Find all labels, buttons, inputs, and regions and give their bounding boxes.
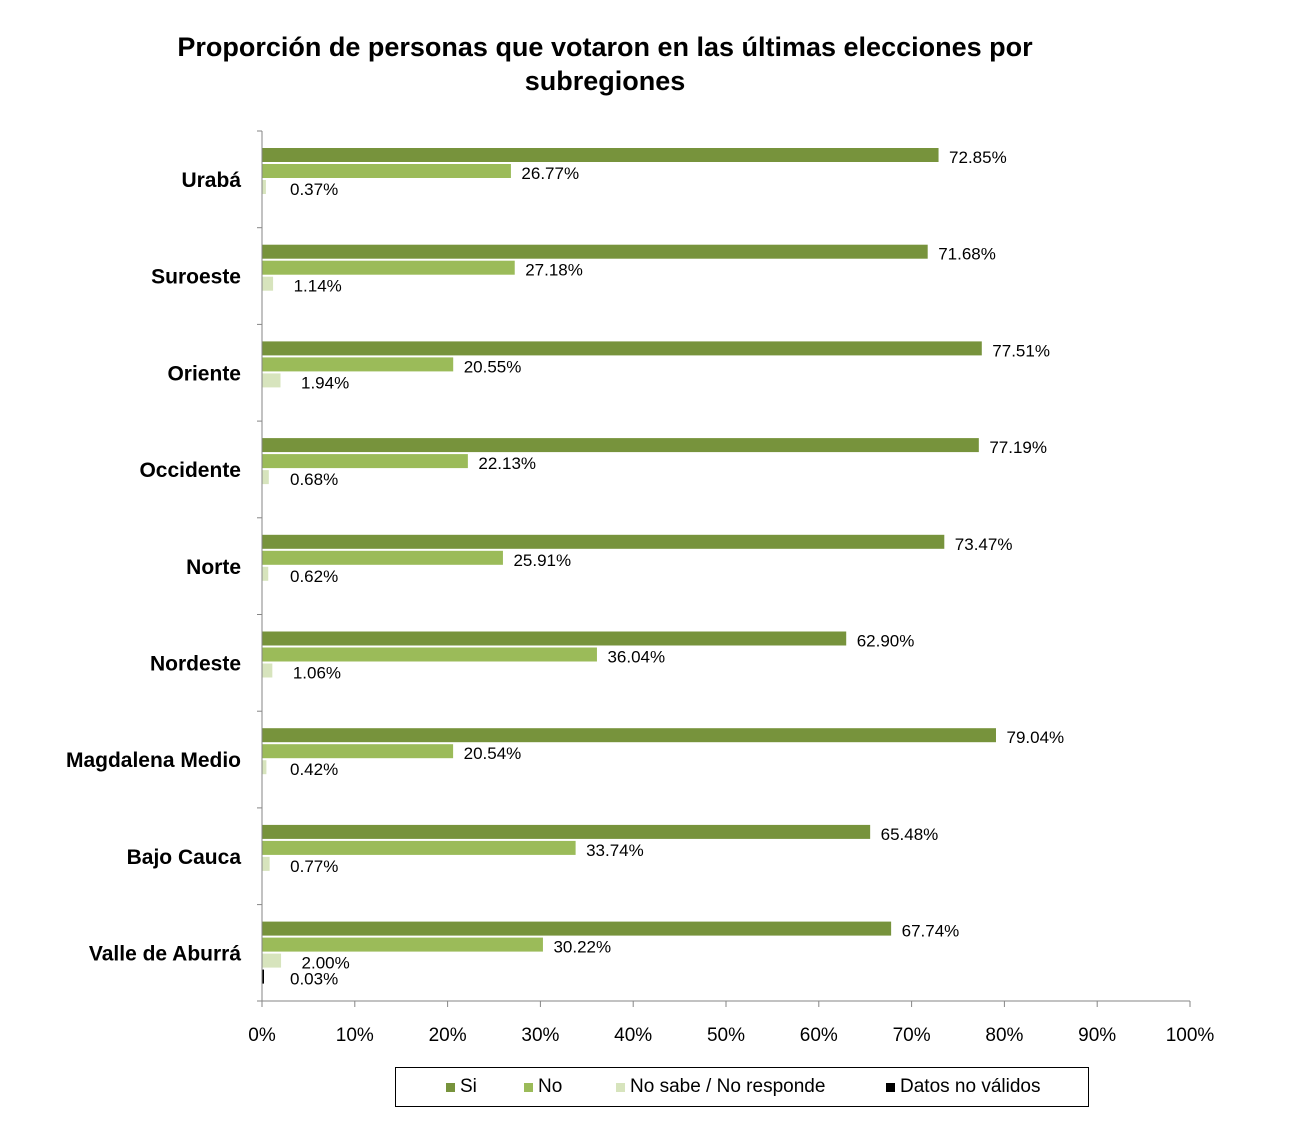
- legend-swatch: [886, 1082, 895, 1092]
- bar-valle-de-aburra-si: [262, 921, 892, 936]
- legend-swatch: [616, 1082, 625, 1092]
- legend-label: Si: [460, 1076, 477, 1097]
- x-tick-label: 30%: [521, 1025, 559, 1046]
- category-label-bajo-cauca: Bajo Cauca: [127, 846, 242, 869]
- data-label-valle-de-aburra-no: 30.22%: [553, 938, 611, 957]
- bar-norte-no: [262, 550, 503, 565]
- bar-norte-si: [262, 534, 945, 549]
- bar-magdalena-medio-no: [262, 744, 454, 759]
- legend-label: No: [538, 1076, 563, 1097]
- bar-bajo-cauca-si: [262, 824, 871, 839]
- category-label-occidente: Occidente: [139, 459, 241, 482]
- bar-nordeste-si: [262, 631, 847, 646]
- data-label-oriente-si: 77.51%: [992, 341, 1050, 360]
- bar-occidente-no: [262, 454, 468, 469]
- legend-item-si: Si: [446, 1076, 477, 1098]
- x-tick-label: 70%: [893, 1025, 931, 1046]
- chart-data-labels: 72.85% 26.77% 0.37% 71.68% 27.18% 1.14% 77.51%…: [290, 148, 1064, 989]
- bar-occidente-si: [262, 438, 979, 453]
- category-label-norte: Norte: [186, 556, 241, 579]
- data-label-uraba-no-sabe-no-responde: 0.37%: [290, 180, 338, 199]
- chart-title-line-1: Proporción de personas que votaron en la…: [177, 32, 1033, 62]
- data-label-occidente-si: 77.19%: [989, 438, 1047, 457]
- data-label-valle-de-aburra-datos-no-validos: 0.03%: [290, 970, 338, 989]
- bar-bajo-cauca-no-sabe-no-responde: [262, 856, 270, 871]
- legend-swatch: [524, 1082, 533, 1092]
- bar-magdalena-medio-no-sabe-no-responde: [262, 760, 267, 775]
- data-label-occidente-no-sabe-no-responde: 0.68%: [290, 470, 338, 489]
- data-label-uraba-no: 26.77%: [521, 164, 579, 183]
- category-label-valle-de-aburra: Valle de Aburrá: [89, 943, 241, 966]
- bar-uraba-si: [262, 148, 939, 162]
- bar-magdalena-medio-si: [262, 728, 996, 743]
- data-label-suroeste-si: 71.68%: [938, 245, 996, 264]
- category-label-suroeste: Suroeste: [151, 266, 241, 289]
- bar-uraba-no-sabe-no-responde: [262, 180, 266, 194]
- bar-valle-de-aburra-datos-no-validos: [262, 969, 264, 984]
- x-tick-label: 100%: [1166, 1025, 1215, 1046]
- x-tick-label: 90%: [1078, 1025, 1116, 1046]
- category-label-uraba: Urabá: [181, 169, 241, 192]
- bar-suroeste-no-sabe-no-responde: [262, 276, 274, 291]
- category-label-oriente: Oriente: [167, 362, 241, 385]
- data-label-norte-no-sabe-no-responde: 0.62%: [290, 567, 338, 586]
- data-label-oriente-no-sabe-no-responde: 1.94%: [301, 373, 349, 392]
- data-label-valle-de-aburra-si: 67.74%: [902, 922, 960, 941]
- x-tick-label: 50%: [707, 1025, 745, 1046]
- data-label-uraba-si: 72.85%: [949, 148, 1007, 167]
- legend-item-datos-no-validos: Datos no válidos: [886, 1076, 1040, 1098]
- chart-title-line-2: subregiones: [524, 66, 686, 96]
- data-label-magdalena-medio-si: 79.04%: [1006, 728, 1064, 747]
- x-tick-label: 80%: [985, 1025, 1023, 1046]
- data-label-nordeste-no: 36.04%: [607, 648, 665, 667]
- chart-axes: 0% 10% 20% 30% 40% 50% 60% 70% 80% 90% 100% Urabá Su…: [66, 130, 1215, 1046]
- chart-bars: [262, 148, 996, 984]
- legend-swatch: [446, 1082, 455, 1092]
- bar-nordeste-no-sabe-no-responde: [262, 663, 273, 678]
- bar-suroeste-si: [262, 244, 928, 259]
- legend-item-no: No: [524, 1076, 562, 1098]
- data-label-bajo-cauca-no: 33.74%: [586, 841, 644, 860]
- legend-label: Datos no válidos: [900, 1076, 1041, 1097]
- data-label-bajo-cauca-no-sabe-no-responde: 0.77%: [290, 857, 338, 876]
- category-label-magdalena-medio: Magdalena Medio: [66, 749, 241, 772]
- x-tick-label: 20%: [429, 1025, 467, 1046]
- bar-valle-de-aburra-no-sabe-no-responde: [262, 953, 282, 968]
- data-label-suroeste-no-sabe-no-responde: 1.14%: [294, 277, 342, 296]
- data-label-oriente-no: 20.55%: [464, 357, 522, 376]
- data-label-magdalena-medio-no: 20.54%: [464, 744, 522, 763]
- bar-bajo-cauca-no: [262, 840, 576, 855]
- x-tick-label: 0%: [248, 1025, 276, 1046]
- data-label-suroeste-no: 27.18%: [525, 261, 583, 280]
- data-label-nordeste-no-sabe-no-responde: 1.06%: [293, 664, 341, 683]
- data-label-valle-de-aburra-no-sabe-no-responde: 2.00%: [302, 954, 350, 973]
- legend-label: No sabe / No responde: [630, 1076, 826, 1097]
- data-label-occidente-no: 22.13%: [478, 454, 536, 473]
- bar-occidente-no-sabe-no-responde: [262, 470, 269, 485]
- bar-norte-no-sabe-no-responde: [262, 566, 269, 581]
- bar-suroeste-no: [262, 260, 515, 275]
- chart-title: Proporción de personas que votaron en la…: [0, 30, 1210, 98]
- bar-oriente-no: [262, 357, 454, 372]
- x-tick-label: 40%: [614, 1025, 652, 1046]
- data-label-norte-no: 25.91%: [513, 551, 571, 570]
- category-label-nordeste: Nordeste: [150, 653, 241, 676]
- bar-oriente-si: [262, 341, 982, 356]
- data-label-bajo-cauca-si: 65.48%: [881, 825, 939, 844]
- chart-legend: Si No No sabe / No responde Datos no válido…: [395, 1067, 1089, 1107]
- data-label-norte-si: 73.47%: [955, 535, 1013, 554]
- x-tick-label: 60%: [800, 1025, 838, 1046]
- bar-oriente-no-sabe-no-responde: [262, 373, 281, 388]
- bar-valle-de-aburra-no: [262, 937, 543, 952]
- data-label-magdalena-medio-no-sabe-no-responde: 0.42%: [290, 760, 338, 779]
- x-tick-label: 10%: [336, 1025, 374, 1046]
- data-label-nordeste-si: 62.90%: [857, 632, 915, 651]
- legend-item-no-sabe-no-responde: No sabe / No responde: [616, 1076, 825, 1098]
- bar-uraba-no: [262, 164, 511, 178]
- bar-nordeste-no: [262, 647, 597, 662]
